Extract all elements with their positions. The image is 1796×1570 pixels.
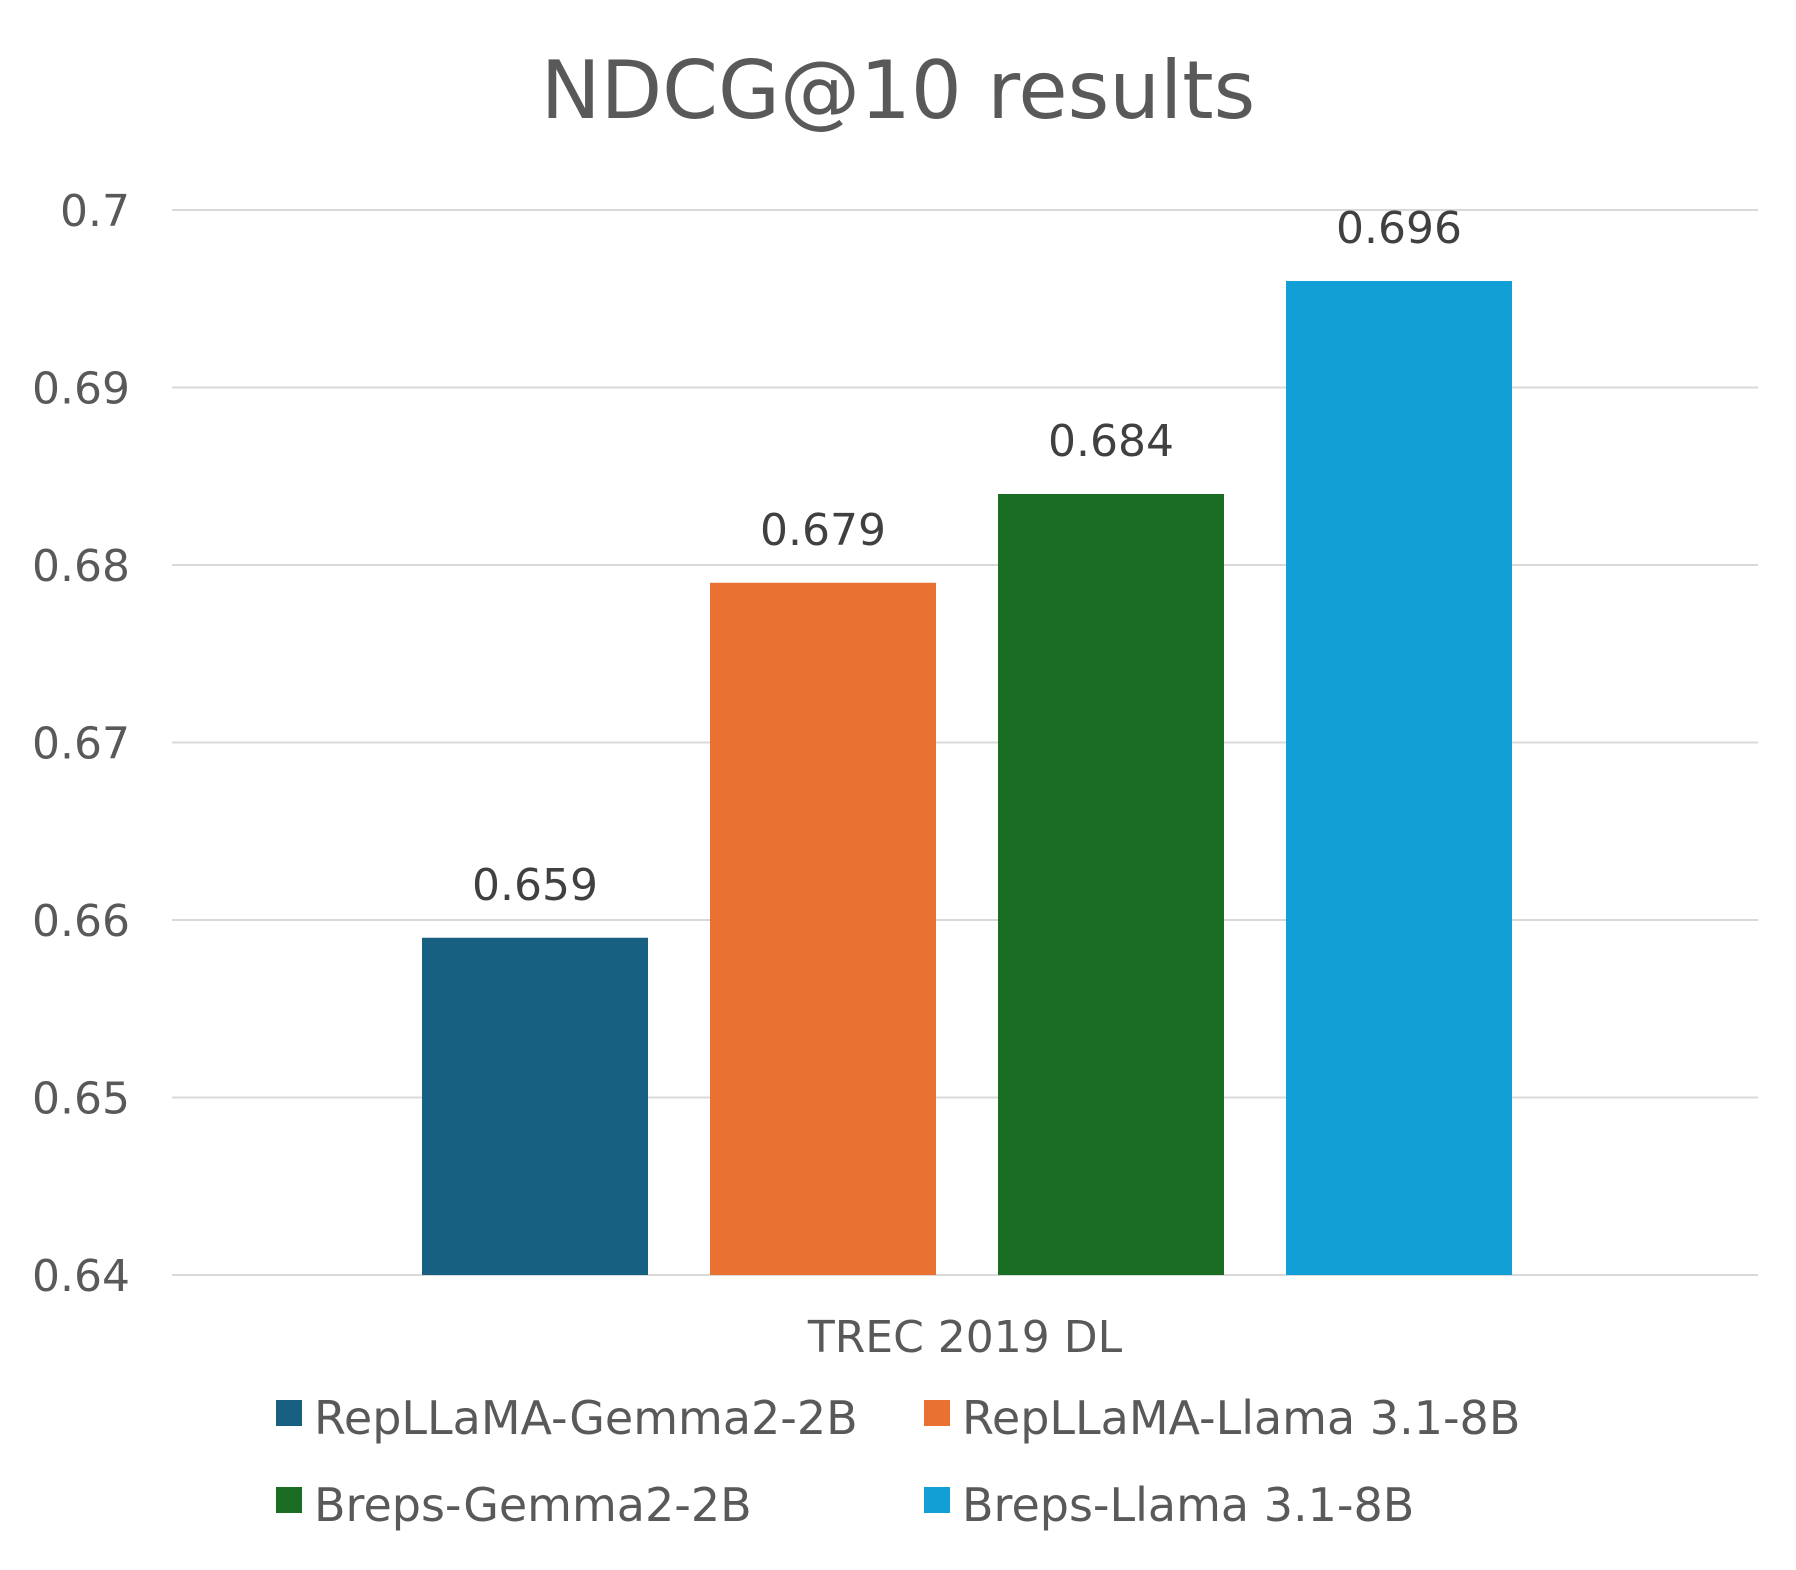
legend-label: RepLLaMA-Llama 3.1-8B <box>962 1391 1520 1445</box>
y-tick-label: 0.67 <box>32 719 130 770</box>
y-tick-label: 0.68 <box>32 541 130 592</box>
bar-2 <box>710 582 936 1275</box>
bar-3 <box>998 494 1224 1275</box>
y-axis-ticks: 0.64 0.65 0.66 0.67 0.68 0.69 0.7 <box>32 186 130 1302</box>
legend-swatch <box>924 1487 950 1513</box>
bars <box>422 281 1512 1275</box>
y-tick-label: 0.65 <box>32 1074 130 1125</box>
data-labels: 0.659 0.679 0.684 0.696 <box>472 203 1462 911</box>
legend-swatch <box>276 1400 302 1426</box>
legend: RepLLaMA-Gemma2-2B RepLLaMA-Llama 3.1-8B B… <box>276 1391 1520 1532</box>
legend-label: RepLLaMA-Gemma2-2B <box>314 1391 858 1445</box>
legend-label: Breps-Gemma2-2B <box>314 1478 752 1532</box>
x-category-label: TREC 2019 DL <box>807 1312 1123 1363</box>
gridlines <box>172 209 1758 1276</box>
legend-swatch <box>924 1400 950 1426</box>
y-tick-label: 0.69 <box>32 364 130 415</box>
x-axis-categories: TREC 2019 DL <box>807 1312 1123 1363</box>
y-tick-label: 0.7 <box>60 186 130 237</box>
data-label: 0.659 <box>472 860 598 911</box>
y-tick-label: 0.64 <box>32 1251 130 1302</box>
bar-4 <box>1286 281 1512 1275</box>
bar-1 <box>422 937 648 1275</box>
chart-title: NDCG@10 results <box>541 44 1256 137</box>
y-tick-label: 0.66 <box>32 896 130 947</box>
data-label: 0.696 <box>1336 203 1462 254</box>
legend-label: Breps-Llama 3.1-8B <box>962 1478 1414 1532</box>
data-label: 0.679 <box>760 505 886 556</box>
data-label: 0.684 <box>1048 416 1174 467</box>
legend-swatch <box>276 1487 302 1513</box>
